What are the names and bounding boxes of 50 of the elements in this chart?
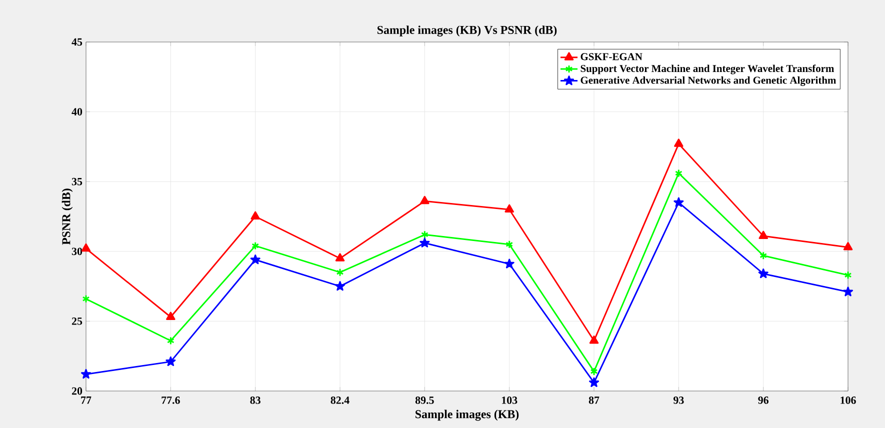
y-tick-label: 45 <box>72 38 82 46</box>
point <box>252 242 260 250</box>
point <box>81 243 91 252</box>
point <box>250 211 260 220</box>
point <box>589 336 599 344</box>
x-tick-label: 106 <box>840 396 856 404</box>
x-tick-label: 83 <box>250 396 260 404</box>
point <box>166 356 176 366</box>
point <box>590 367 598 376</box>
point <box>250 254 260 264</box>
point <box>504 204 514 213</box>
legend-label: GSKF-EGAN <box>580 53 642 60</box>
x-axis-title: Sample images (KB) <box>416 410 519 421</box>
point <box>504 258 514 268</box>
point <box>758 230 768 240</box>
point <box>760 251 768 260</box>
y-axis-title: PSNR (dB) <box>62 188 73 245</box>
x-tick-label: 93 <box>673 396 684 404</box>
x-tick-label: 89.5 <box>415 396 434 404</box>
y-tick-label: 30 <box>72 248 82 256</box>
point <box>166 312 176 320</box>
y-tick-label: 35 <box>72 178 82 186</box>
point <box>506 240 514 249</box>
y-tick-label: 20 <box>72 387 82 395</box>
point <box>843 242 853 250</box>
y-tick-label: 40 <box>72 108 82 116</box>
point <box>80 369 92 379</box>
y-tick-label: 25 <box>72 318 82 325</box>
point <box>758 268 768 278</box>
x-tick-label: 77 <box>81 396 92 404</box>
legend-label: Generative Adversarial Networks and Genetic Algorithm <box>580 76 836 86</box>
x-tick-label: 87 <box>588 396 600 404</box>
point <box>166 336 174 345</box>
point <box>588 377 600 387</box>
point <box>420 196 430 204</box>
x-tick-label: 96 <box>758 396 768 404</box>
point <box>335 253 345 262</box>
x-tick-label: 82.4 <box>330 396 350 404</box>
x-tick-label: 103 <box>502 396 518 404</box>
legend-label: Support Vector Machine and Integer Wavelet Transform <box>580 64 834 74</box>
x-tick-label: 77.6 <box>162 396 180 404</box>
point <box>336 268 344 277</box>
point <box>842 286 854 296</box>
point <box>334 281 346 291</box>
point <box>420 238 430 248</box>
point <box>674 138 684 147</box>
point <box>674 168 682 178</box>
point <box>420 230 428 239</box>
point <box>674 197 684 207</box>
chart-title: Sample images (KB) Vs PSNR (dB) <box>377 26 557 36</box>
